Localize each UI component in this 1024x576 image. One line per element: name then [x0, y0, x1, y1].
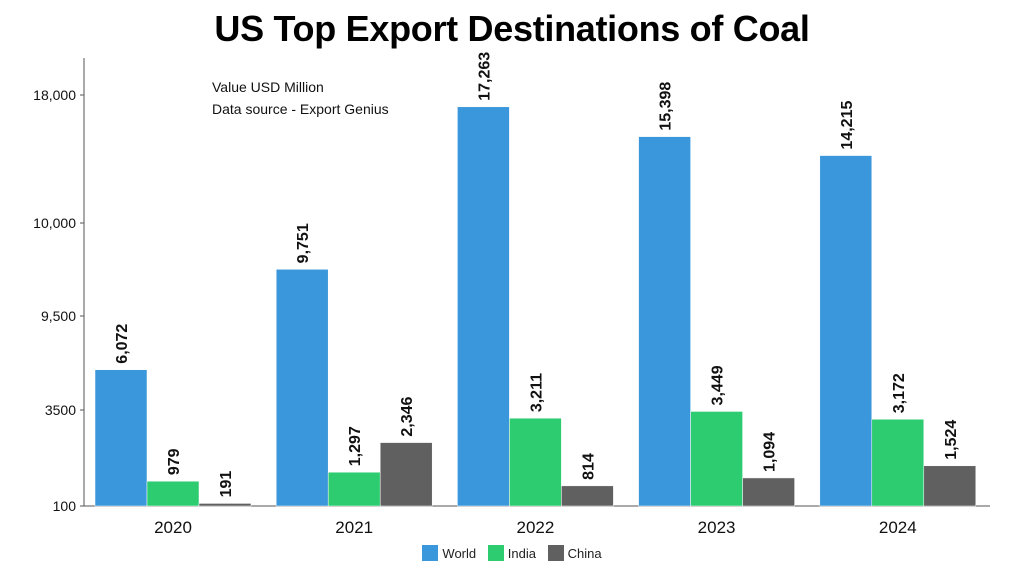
bar-india-2021 — [327, 471, 381, 507]
bar-world-2021 — [275, 269, 329, 507]
bar-world-2020 — [94, 369, 148, 507]
bar-china-2024 — [923, 465, 977, 507]
legend-swatch-china — [547, 545, 564, 561]
chart-title: US Top Export Destinations of Coal — [214, 8, 810, 49]
data-label-china-2024: 1,524 — [943, 420, 960, 460]
chart-note-units: Value USD Million — [212, 79, 324, 95]
bar-china-2020 — [198, 503, 252, 507]
y-tick-label: 10,000 — [33, 215, 76, 231]
legend-item-china[interactable]: China — [547, 545, 602, 561]
x-tick-label-2020: 2020 — [154, 518, 192, 537]
bar-india-2020 — [146, 480, 200, 507]
legend-label-world: World — [442, 545, 477, 561]
y-tick-label: 18,000 — [33, 87, 76, 103]
legend-label-china: China — [567, 545, 602, 561]
chart-legend: World India China — [0, 545, 1024, 564]
data-label-china-2023: 1,094 — [762, 432, 779, 472]
legend-item-india[interactable]: India — [487, 545, 536, 561]
data-label-china-2022: 814 — [580, 453, 597, 480]
x-tick-label-2022: 2022 — [516, 518, 554, 537]
x-tick-label-2021: 2021 — [335, 518, 373, 537]
data-label-china-2020: 191 — [218, 471, 235, 498]
legend-swatch-india — [487, 545, 504, 561]
bar-world-2024 — [819, 155, 873, 507]
y-tick-label: 9,500 — [41, 308, 76, 324]
bar-india-2022 — [509, 417, 562, 507]
x-tick-label-2024: 2024 — [879, 518, 917, 537]
data-label-world-2022: 17,263 — [476, 52, 493, 101]
data-label-world-2023: 15,398 — [658, 82, 675, 131]
data-label-india-2024: 3,172 — [891, 373, 908, 413]
data-label-china-2021: 2,346 — [399, 396, 416, 436]
bar-india-2024 — [871, 419, 925, 507]
bar-india-2023 — [690, 411, 743, 507]
y-tick-label: 100 — [53, 498, 77, 514]
chart-note-source: Data source - Export Genius — [212, 101, 389, 117]
data-label-india-2023: 3,449 — [710, 365, 727, 405]
legend-swatch-world — [422, 545, 439, 561]
bar-world-2023 — [638, 136, 691, 507]
x-tick-label-2023: 2023 — [698, 518, 736, 537]
data-label-world-2020: 6,072 — [114, 324, 131, 364]
legend-label-india: India — [507, 545, 536, 561]
data-label-world-2024: 14,215 — [839, 101, 856, 150]
legend-item-world[interactable]: World — [422, 545, 476, 561]
data-label-india-2020: 979 — [166, 448, 183, 475]
bar-world-2022 — [457, 106, 510, 507]
data-label-india-2022: 3,211 — [528, 373, 545, 412]
bar-china-2021 — [379, 442, 433, 507]
y-tick-label: 3500 — [45, 402, 76, 418]
bar-china-2022 — [561, 485, 614, 507]
data-label-world-2021: 9,751 — [295, 223, 312, 263]
data-label-india-2021: 1,297 — [347, 426, 364, 466]
bar-china-2023 — [742, 477, 795, 507]
